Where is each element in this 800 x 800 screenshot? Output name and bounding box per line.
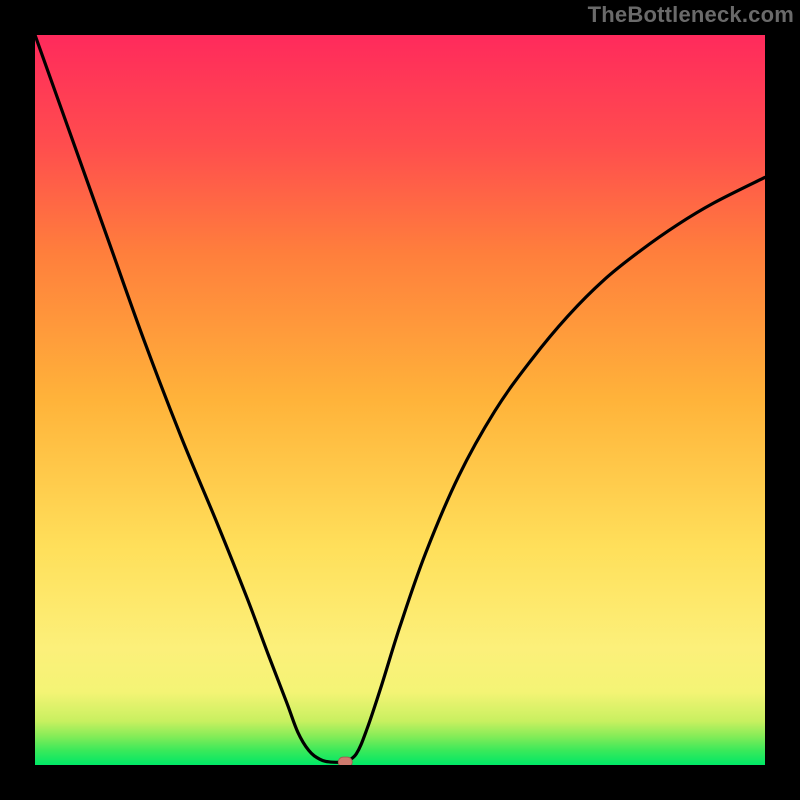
chart-background (35, 35, 765, 765)
plot-area (35, 35, 765, 765)
bottleneck-marker (338, 757, 352, 765)
watermark: TheBottleneck.com (588, 2, 794, 28)
chart-svg (35, 35, 765, 765)
chart-container: TheBottleneck.com (0, 0, 800, 800)
